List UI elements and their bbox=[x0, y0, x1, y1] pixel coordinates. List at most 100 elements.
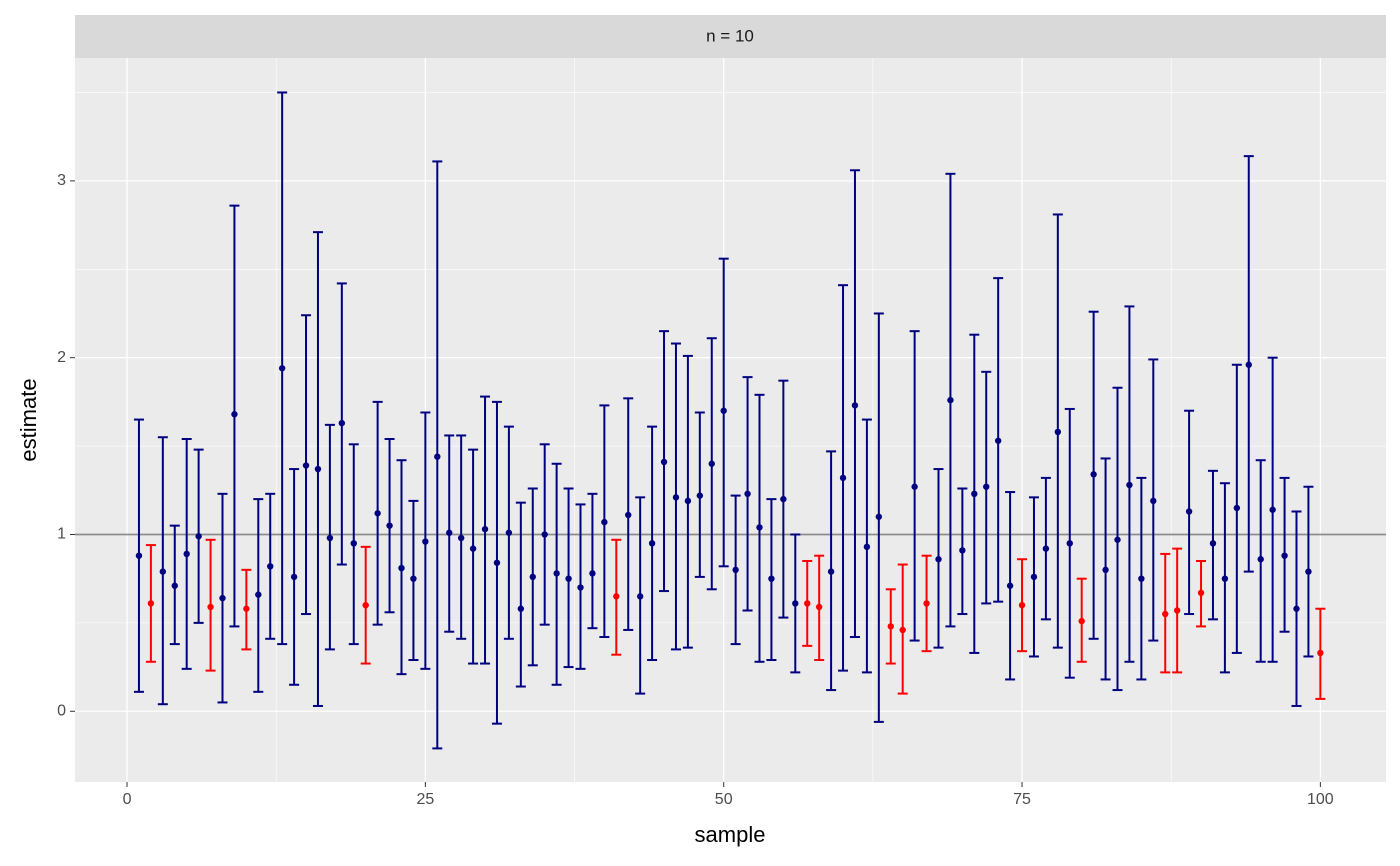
point bbox=[971, 490, 978, 498]
point bbox=[362, 601, 369, 609]
point bbox=[839, 474, 847, 482]
point bbox=[338, 419, 346, 427]
point bbox=[553, 570, 560, 577]
point bbox=[243, 605, 250, 612]
point bbox=[255, 591, 262, 598]
point bbox=[660, 458, 668, 466]
point bbox=[1138, 575, 1145, 582]
point bbox=[792, 600, 799, 607]
point bbox=[410, 575, 417, 582]
point bbox=[696, 492, 704, 499]
point bbox=[565, 575, 572, 582]
point bbox=[863, 543, 871, 551]
x-tick-label: 25 bbox=[416, 791, 434, 808]
x-axis-title: sample bbox=[695, 822, 766, 847]
point bbox=[720, 407, 727, 414]
point bbox=[684, 497, 692, 505]
point bbox=[625, 511, 632, 519]
point bbox=[505, 529, 513, 536]
point bbox=[469, 545, 477, 552]
x-tick-label: 100 bbox=[1307, 791, 1334, 808]
point bbox=[1233, 504, 1241, 512]
point bbox=[887, 623, 894, 630]
point bbox=[1173, 607, 1181, 614]
point bbox=[541, 531, 548, 538]
point bbox=[875, 513, 883, 520]
point bbox=[231, 411, 238, 418]
y-tick-label: 1 bbox=[57, 526, 66, 543]
point bbox=[708, 460, 715, 467]
point bbox=[195, 533, 202, 540]
point bbox=[768, 575, 775, 582]
point bbox=[1150, 497, 1157, 505]
x-tick-label: 0 bbox=[123, 791, 132, 808]
point bbox=[517, 605, 525, 612]
point bbox=[1317, 649, 1324, 657]
point bbox=[446, 529, 453, 536]
point bbox=[744, 490, 751, 498]
point bbox=[601, 518, 608, 526]
point bbox=[815, 603, 823, 611]
point bbox=[302, 462, 310, 469]
point bbox=[923, 600, 930, 607]
point bbox=[1126, 481, 1133, 489]
point bbox=[147, 600, 155, 607]
point bbox=[827, 568, 835, 575]
point bbox=[278, 365, 286, 372]
point bbox=[529, 573, 536, 581]
point bbox=[386, 522, 393, 529]
facet-label: n = 10 bbox=[706, 26, 754, 45]
point bbox=[434, 453, 441, 460]
point bbox=[577, 584, 584, 591]
point bbox=[314, 465, 322, 473]
point bbox=[290, 573, 298, 581]
point bbox=[911, 483, 918, 490]
point bbox=[1209, 540, 1217, 547]
point bbox=[350, 540, 357, 547]
point bbox=[422, 538, 429, 545]
point bbox=[493, 559, 501, 566]
point bbox=[756, 524, 763, 531]
point bbox=[804, 600, 811, 607]
point bbox=[589, 570, 596, 577]
point bbox=[983, 483, 990, 490]
y-tick-label: 2 bbox=[57, 349, 66, 366]
point bbox=[1054, 428, 1062, 436]
point bbox=[1006, 582, 1014, 589]
point bbox=[613, 593, 620, 600]
point bbox=[648, 540, 656, 547]
y-axis-title: estimate bbox=[16, 378, 41, 461]
point bbox=[780, 495, 787, 503]
point bbox=[994, 437, 1002, 444]
point bbox=[1293, 605, 1300, 612]
point bbox=[1102, 566, 1109, 574]
point bbox=[1197, 589, 1205, 597]
point bbox=[159, 568, 167, 575]
point bbox=[183, 550, 190, 558]
point bbox=[1030, 573, 1038, 581]
point bbox=[135, 552, 143, 559]
point bbox=[457, 534, 465, 542]
point bbox=[1018, 601, 1026, 609]
point bbox=[1221, 575, 1229, 582]
point bbox=[1078, 617, 1085, 625]
point bbox=[636, 593, 644, 600]
point bbox=[398, 564, 405, 572]
point bbox=[481, 525, 489, 533]
point bbox=[1042, 545, 1050, 552]
point bbox=[267, 563, 274, 570]
point bbox=[171, 582, 178, 589]
point bbox=[207, 603, 214, 611]
y-tick-label: 3 bbox=[57, 172, 66, 189]
point bbox=[1090, 471, 1097, 478]
point bbox=[959, 547, 966, 554]
point bbox=[1281, 552, 1288, 559]
point bbox=[219, 594, 226, 602]
x-tick-label: 75 bbox=[1013, 791, 1031, 808]
point bbox=[935, 556, 942, 563]
point bbox=[1257, 556, 1264, 563]
point bbox=[1305, 568, 1312, 575]
point bbox=[1185, 508, 1193, 515]
point bbox=[1114, 536, 1121, 543]
point bbox=[947, 396, 954, 404]
